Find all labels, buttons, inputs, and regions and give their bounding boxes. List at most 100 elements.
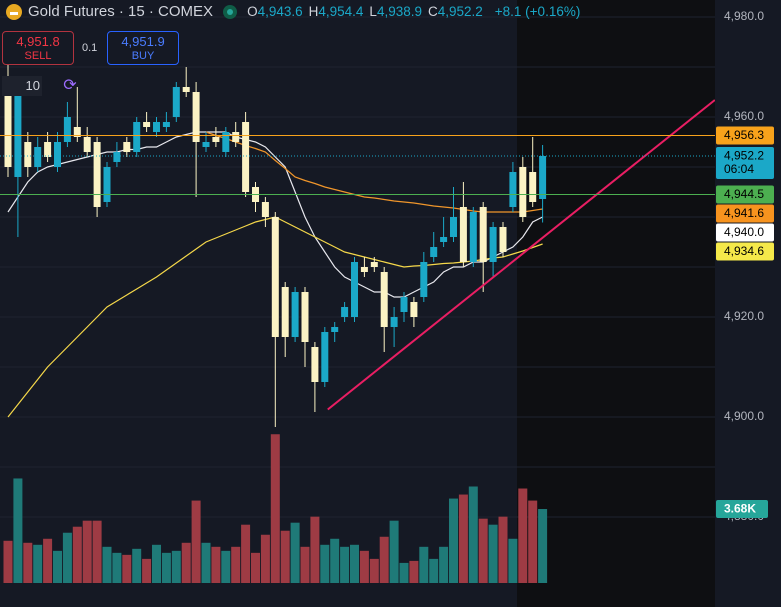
- volume-badge: [716, 500, 768, 519]
- candle-body: [341, 307, 349, 317]
- quote-value: 4,943.6: [257, 4, 303, 19]
- candle-body: [499, 227, 507, 252]
- candle-body: [123, 142, 131, 152]
- buy-label: BUY: [131, 50, 155, 62]
- candle-body: [153, 122, 160, 132]
- price-badge-label: 4,940.0: [724, 225, 764, 239]
- candle-body: [529, 172, 537, 202]
- volume-bar: [320, 544, 330, 583]
- price-badge: [716, 147, 774, 179]
- quantity[interactable]: 0.1: [82, 42, 98, 54]
- quote-value: 4,938.9: [376, 4, 422, 19]
- candle-body: [301, 292, 309, 342]
- quote-key: H: [308, 4, 319, 19]
- volume-bar: [82, 520, 92, 583]
- volume-bar: [260, 534, 270, 583]
- volume-bar: [191, 500, 201, 583]
- volume-bar: [211, 546, 221, 583]
- volume-bar: [419, 546, 429, 583]
- price-badge-label: 4,956.3: [724, 128, 764, 142]
- candle-body: [133, 122, 141, 152]
- volume-bar: [152, 544, 161, 583]
- volume-bar: [518, 488, 528, 583]
- candle-body: [489, 227, 497, 262]
- volume-bar: [161, 552, 171, 583]
- candle-body: [351, 262, 358, 317]
- volume-bar: [241, 524, 251, 583]
- volume-bar: [221, 550, 231, 583]
- buy-price: 4,951.9: [121, 34, 165, 49]
- candle-body: [63, 117, 71, 142]
- volume-bar: [290, 522, 300, 583]
- symbol-title[interactable]: Gold Futures · 15 · COMEX: [28, 3, 214, 20]
- volume-bar: [300, 546, 310, 583]
- volume-bar: [340, 546, 350, 583]
- candle-body: [143, 122, 151, 127]
- candle-body: [14, 87, 22, 177]
- candle-body: [232, 132, 240, 142]
- volume-bar: [429, 558, 439, 583]
- candle-body: [311, 347, 319, 382]
- price-badge: [716, 204, 774, 223]
- volume-bar: [508, 538, 518, 583]
- volume-bar: [458, 494, 468, 583]
- change: +8.1 (+0.16%): [494, 4, 581, 19]
- candle-body: [410, 302, 418, 317]
- candle-body: [172, 87, 180, 117]
- volume-bar: [478, 518, 488, 583]
- candle-body: [479, 207, 487, 262]
- candle-body: [4, 92, 12, 167]
- volume-bar: [449, 498, 458, 583]
- candle-body: [83, 137, 91, 152]
- volume-bar: [122, 554, 132, 583]
- price-badge-time: 06:04: [724, 162, 754, 176]
- candle-body: [281, 287, 289, 337]
- volume-bar: [13, 478, 23, 583]
- volume-bar: [528, 500, 538, 583]
- sell-button[interactable]: 4,951.8 SELL: [2, 31, 74, 65]
- sell-label: SELL: [24, 50, 52, 62]
- volume-bar: [359, 550, 369, 583]
- volume-bar: [468, 486, 478, 583]
- volume-bar: [439, 546, 449, 583]
- price-badge: [716, 242, 774, 261]
- sell-price: 4,951.8: [16, 34, 60, 49]
- volume-bar: [43, 538, 53, 583]
- quote-value: 4,952.2: [437, 4, 483, 19]
- candle-body: [162, 122, 170, 127]
- volume-bar: [251, 552, 260, 583]
- volume-bar: [498, 516, 508, 583]
- volume-bar: [379, 536, 389, 583]
- volume-bar: [132, 548, 142, 583]
- volume-bar: [53, 550, 62, 583]
- candle-body: [113, 152, 121, 162]
- candle-body: [509, 172, 517, 207]
- candle-body: [242, 122, 250, 192]
- volume-bar: [350, 544, 359, 583]
- refresh-icon[interactable]: ⟳: [63, 77, 77, 94]
- candle-body: [519, 167, 527, 217]
- price-badge: [716, 185, 774, 204]
- volume-bar: [62, 532, 72, 583]
- y-tick-label: 4,900.0: [724, 409, 764, 423]
- price-badge: [716, 126, 774, 145]
- candle-body: [430, 247, 438, 257]
- volume-bar: [538, 509, 548, 583]
- indicator-toggle[interactable]: 10: [2, 76, 42, 96]
- volume-bar: [488, 524, 498, 583]
- buy-button[interactable]: 4,951.9 BUY: [107, 31, 179, 65]
- volume-bar: [330, 538, 340, 583]
- status-dot: [223, 4, 238, 19]
- candle-body: [44, 142, 52, 157]
- candle-body: [261, 202, 269, 217]
- volume-bar: [171, 550, 181, 583]
- y-tick-label: 4,960.0: [724, 109, 764, 123]
- candle-body: [440, 237, 448, 242]
- volume-badge-label: 3.68K: [724, 502, 756, 516]
- candle-body: [360, 267, 368, 272]
- quote-key: O: [247, 4, 258, 19]
- y-tick-label: 4,980.0: [724, 9, 764, 23]
- price-badge-label: 4,952.2: [724, 149, 764, 163]
- candle-body: [34, 147, 42, 167]
